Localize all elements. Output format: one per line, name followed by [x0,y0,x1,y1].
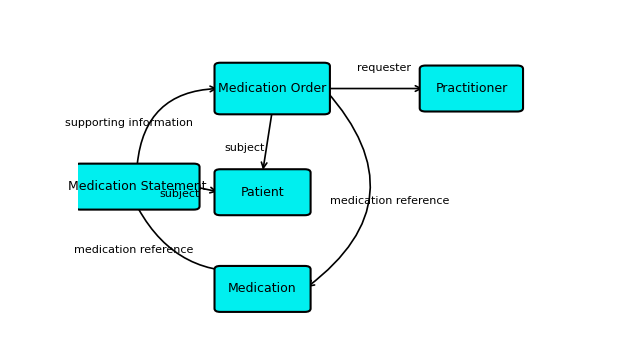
FancyBboxPatch shape [214,63,330,114]
Text: Practitioner: Practitioner [435,82,508,95]
Text: supporting information: supporting information [65,118,193,128]
Text: medication reference: medication reference [330,196,449,206]
Text: Patient: Patient [240,186,284,199]
FancyBboxPatch shape [75,164,199,210]
FancyBboxPatch shape [214,169,311,215]
Text: medication reference: medication reference [74,245,193,255]
Text: subject: subject [224,143,265,153]
Text: Medication Order: Medication Order [218,82,326,95]
FancyBboxPatch shape [420,66,523,111]
Text: Medication Statement: Medication Statement [68,180,206,193]
Text: Medication: Medication [228,282,297,296]
FancyBboxPatch shape [214,266,311,312]
Text: requester: requester [358,63,411,73]
Text: subject: subject [159,189,199,199]
